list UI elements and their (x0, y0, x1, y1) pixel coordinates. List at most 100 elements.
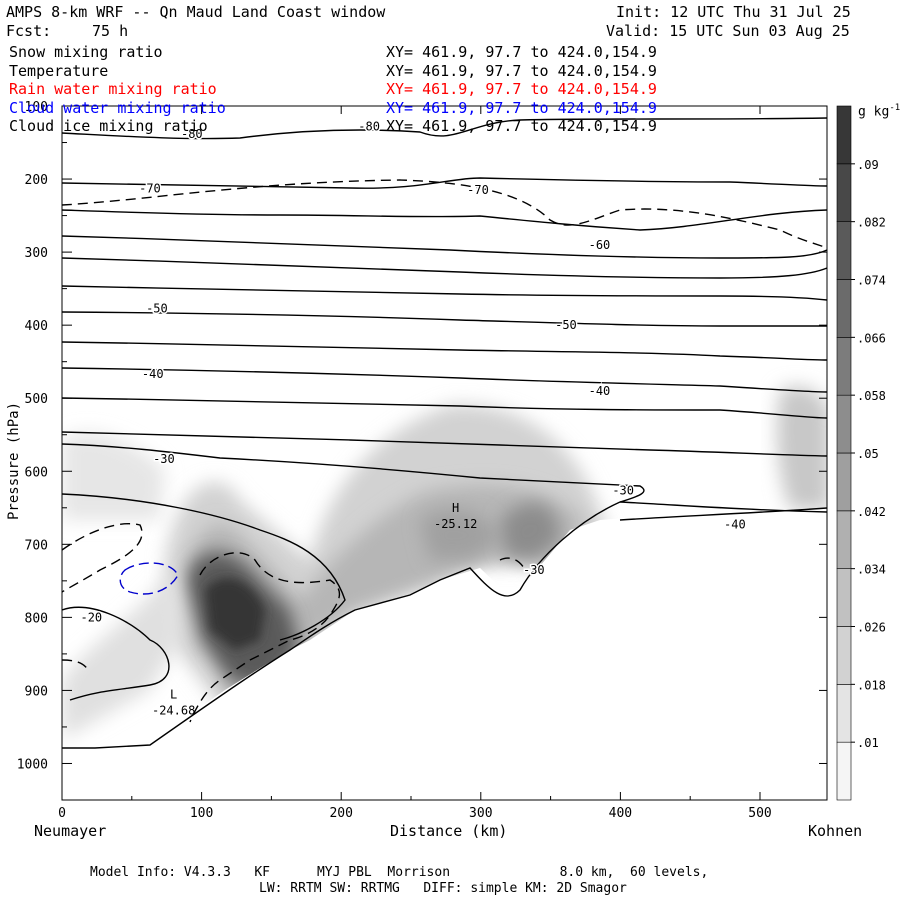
colorbar-swatch (836, 279, 852, 338)
cloud-ice-contours (62, 179, 827, 723)
plot-frame (61, 105, 828, 801)
colorbar-swatch (836, 337, 852, 396)
contour-label: -50 (555, 318, 577, 332)
field-label: Cloud water mixing ratio (9, 98, 226, 117)
colorbar-label: .034 (857, 563, 886, 577)
init-time: Init: 12 UTC Thu 31 Jul 25 (616, 3, 851, 21)
x-tick-label: 100 (190, 806, 213, 821)
y-tick-label: 400 (25, 319, 48, 334)
isotherm (62, 117, 827, 140)
shading-blob (420, 509, 500, 560)
extremum-value: -25.12 (434, 517, 477, 531)
y-tick-label: 300 (25, 246, 48, 261)
isotherm (62, 367, 827, 393)
isotherm (62, 209, 827, 231)
field-xy-range: XY= 461.9, 97.7 to 424.0,154.9 (386, 61, 657, 80)
colorbar-label: .082 (857, 216, 886, 230)
model-info-line1: Model Info: V4.3.3 KF MYJ PBL Morrison 8… (90, 865, 709, 880)
colorbar-swatch (836, 221, 852, 280)
colorbar-swatch (836, 510, 852, 569)
x-tick-label: 400 (609, 806, 632, 821)
isotherm (62, 341, 827, 361)
cloud-water-contour (119, 562, 179, 595)
isotherm (62, 493, 346, 641)
terrain-mask (62, 508, 827, 800)
y-tick-label: 800 (25, 611, 48, 626)
isotherm (62, 311, 827, 327)
forecast-label: Fcst: (6, 22, 52, 40)
y-tick-label: 900 (25, 684, 48, 699)
colorbar-swatch (836, 684, 852, 743)
field-label: Rain water mixing ratio (9, 80, 217, 98)
colorbar-label: .058 (857, 389, 886, 403)
isotherm (62, 257, 827, 279)
contour-label: -30 (612, 483, 634, 497)
shading-blob (500, 502, 560, 560)
axes: 100 200 300 400 500 600 700 800 900 1000 0 100 200 30… (17, 100, 827, 821)
y-tick-label: 100 (25, 100, 48, 115)
contour-label: -60 (589, 238, 611, 252)
colorbar-label: .05 (857, 447, 879, 461)
colorbar-swatch (836, 105, 852, 165)
contour-label: -70 (139, 182, 161, 196)
extremum-marker: H (452, 501, 459, 515)
isotherm (62, 606, 170, 701)
x-tick-label: 200 (329, 806, 352, 821)
valid-time: Valid: 15 UTC Sun 03 Aug 25 (606, 22, 850, 40)
isotherm (62, 397, 827, 419)
chart-title: AMPS 8-km WRF -- Qn Maud Land Coast wind… (6, 3, 386, 21)
x-tick-label: 300 (469, 806, 492, 821)
shading-blob (205, 578, 265, 650)
ice-contour (62, 523, 143, 593)
shading-blob (777, 386, 827, 510)
colorbar-label: .01 (857, 736, 879, 750)
contour-label: -80 (181, 127, 203, 141)
colorbar-label: .09 (857, 158, 879, 172)
field-xy-range: XY= 461.9, 97.7 to 424.0,154.9 (386, 98, 657, 117)
colorbar-label: .042 (857, 505, 886, 519)
extremum-value: -24.68 (152, 703, 195, 717)
isotherm (62, 235, 827, 259)
x-tick-label: 0 (58, 806, 66, 821)
field-xy-range: XY= 461.9, 97.7 to 424.0,154.9 (386, 43, 657, 61)
isotherm (619, 501, 827, 513)
x-end-station: Kohnen (808, 822, 863, 840)
y-tick-label: 700 (25, 538, 48, 553)
colorbar-swatch (836, 568, 852, 627)
contour-label: -40 (142, 367, 164, 381)
model-info-line2: LW: RRTM SW: RRTMG DIFF: simple KM: 2D S… (259, 881, 627, 896)
shading-blob (62, 560, 180, 740)
colorbar-label: .026 (857, 621, 886, 635)
colorbar-unit: g kg-1 (858, 103, 900, 120)
extremum-marker: L (170, 687, 177, 701)
colorbar-swatch (836, 741, 852, 801)
shading-blob (62, 432, 165, 520)
contour-label: -70 (467, 183, 489, 197)
forecast-hours: 75 h (92, 22, 129, 40)
field-xy-range: XY= 461.9, 97.7 to 424.0,154.9 (386, 80, 657, 98)
contour-label: -20 (80, 610, 102, 624)
ice-contour (499, 557, 526, 571)
colorbar-swatch (836, 163, 852, 222)
field-label: Temperature (9, 61, 109, 80)
temperature-contours (62, 117, 827, 749)
colorbar-swatch (836, 452, 852, 512)
ice-contour (62, 659, 91, 673)
y-tick-label: 1000 (17, 757, 48, 772)
x-axis-label: Distance (km) (390, 822, 508, 840)
colorbar-label: .074 (857, 274, 886, 288)
temperature-contour-labels: -80 -80 -70 -70 -60 -50 -50 -40 -40 -30 -30 -30 -40 -… (79, 118, 747, 717)
ice-contour (62, 179, 827, 249)
colorbar-label: .018 (857, 678, 886, 692)
contour-label: -40 (724, 518, 746, 532)
contour-label: -30 (153, 452, 175, 466)
colorbar-label: .066 (857, 331, 886, 345)
x-start-station: Neumayer (34, 822, 107, 840)
isotherm (62, 285, 827, 301)
isotherm (62, 431, 827, 457)
snow-mixing-ratio-shading (62, 386, 827, 800)
colorbar-swatch (836, 626, 852, 685)
colorbar-swatch (836, 394, 852, 454)
colorbar: .01 .018 .026 .034 .042 .05 .058 .066 .074 .082 .0… (836, 105, 886, 801)
